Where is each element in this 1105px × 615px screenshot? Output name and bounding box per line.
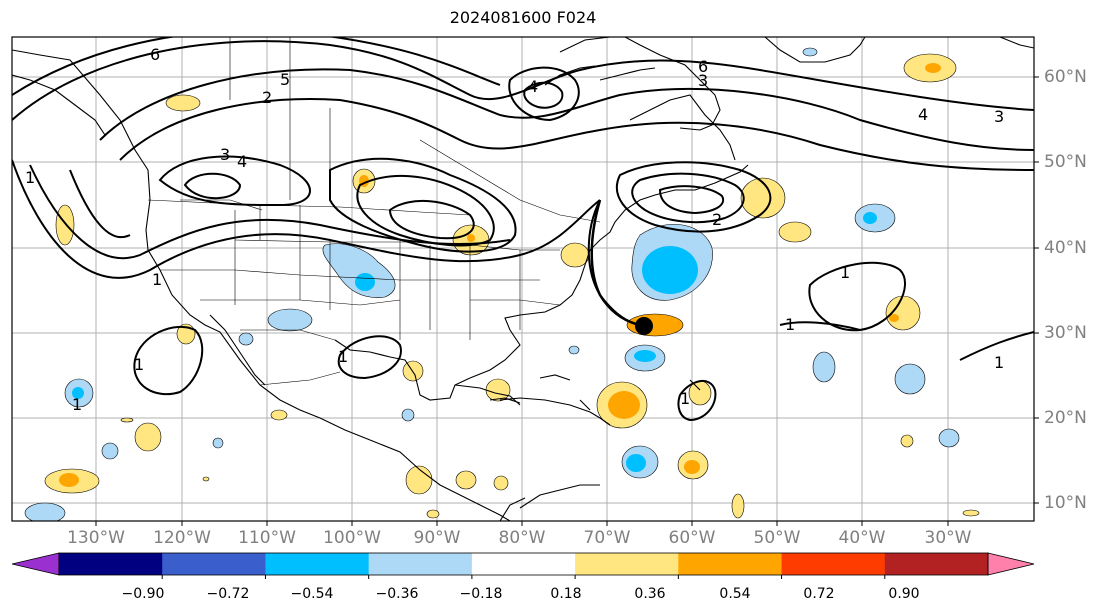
svg-text:4: 4	[237, 152, 247, 171]
colorbar-tick-label: −0.54	[290, 586, 334, 602]
colorbar-swatch	[162, 553, 266, 575]
colorbar-tick-label: −0.18	[459, 586, 503, 602]
colorbar-tick-label: −0.36	[375, 586, 419, 602]
colorbar-extend-min	[11, 552, 60, 576]
lon-label-30w: 30°W	[924, 528, 972, 548]
lat-label-40n: 40°N	[1044, 238, 1087, 258]
colorbar-swatch	[265, 553, 370, 575]
svg-text:2: 2	[262, 88, 272, 107]
colorbar-swatch	[59, 553, 163, 575]
lon-label-70w: 70°W	[583, 528, 631, 548]
svg-text:1: 1	[840, 263, 850, 282]
axis-ticks	[95, 76, 1039, 526]
lat-label-60n: 60°N	[1044, 67, 1087, 87]
colorbar-tick-label: −0.72	[206, 586, 250, 602]
colorbar-extend-max	[987, 552, 1035, 576]
colorbar-swatch	[678, 553, 783, 575]
lon-label-40w: 40°W	[838, 528, 886, 548]
lon-label-80w: 80°W	[498, 528, 546, 548]
svg-text:1: 1	[25, 168, 35, 187]
map-background	[12, 37, 1034, 521]
contour-value-labels: 6 5 2 3 4 1 1 6 3 4 3 4 2 1 1 1 1 1 1 1	[25, 45, 1004, 414]
lat-label-30n: 30°N	[1044, 323, 1087, 343]
colorbar-swatch	[368, 553, 473, 575]
colorbar-swatch	[471, 553, 576, 575]
lon-label-90w: 90°W	[413, 528, 461, 548]
coastlines	[12, 37, 1034, 521]
colorbar-swatch	[575, 553, 679, 575]
storm-position-marker	[635, 317, 653, 335]
svg-text:3: 3	[698, 71, 708, 90]
colorbar-frame	[58, 552, 989, 576]
svg-text:1: 1	[785, 315, 795, 334]
lat-label-10n: 10°N	[1044, 493, 1087, 513]
colorbar-swatch	[781, 553, 886, 575]
colorbar-tick-label: −0.90	[121, 586, 165, 602]
storm-track	[590, 199, 653, 335]
lon-label-110w: 110°W	[238, 528, 296, 548]
svg-text:1: 1	[72, 395, 82, 414]
svg-text:1: 1	[338, 347, 348, 366]
svg-text:1: 1	[152, 270, 162, 289]
colorbar-tick-label: 0.18	[550, 586, 582, 602]
lon-label-120w: 120°W	[153, 528, 211, 548]
lon-label-100w: 100°W	[323, 528, 381, 548]
lon-label-50w: 50°W	[753, 528, 801, 548]
svg-text:3: 3	[994, 107, 1004, 126]
lon-label-130w: 130°W	[67, 528, 125, 548]
lat-label-50n: 50°N	[1044, 152, 1087, 172]
map-title: 2024081600 F024	[449, 8, 597, 27]
svg-text:4: 4	[528, 77, 538, 96]
svg-text:1: 1	[680, 389, 690, 408]
lat-label-20n: 20°N	[1044, 408, 1087, 428]
colorbar-tick-label: 0.54	[719, 586, 751, 602]
svg-text:6: 6	[150, 45, 160, 64]
map-frame	[11, 36, 1035, 522]
colorbar-swatch	[884, 553, 989, 575]
svg-text:2: 2	[712, 210, 722, 229]
lon-label-60w: 60°W	[668, 528, 716, 548]
contour-lines	[12, 37, 1034, 422]
political-borders	[147, 37, 601, 386]
svg-text:6: 6	[698, 57, 708, 76]
colorbar-tick-label: 0.36	[634, 586, 666, 602]
svg-text:3: 3	[220, 145, 230, 164]
svg-text:1: 1	[134, 355, 144, 374]
colorbar-tick-label: 0.72	[803, 586, 835, 602]
colorbar-tick-label: 0.90	[888, 586, 920, 602]
svg-text:5: 5	[280, 70, 290, 89]
svg-text:1: 1	[994, 353, 1004, 372]
shaded-anomalies	[24, 47, 980, 521]
colorbar	[11, 552, 1035, 579]
svg-text:4: 4	[918, 105, 928, 124]
